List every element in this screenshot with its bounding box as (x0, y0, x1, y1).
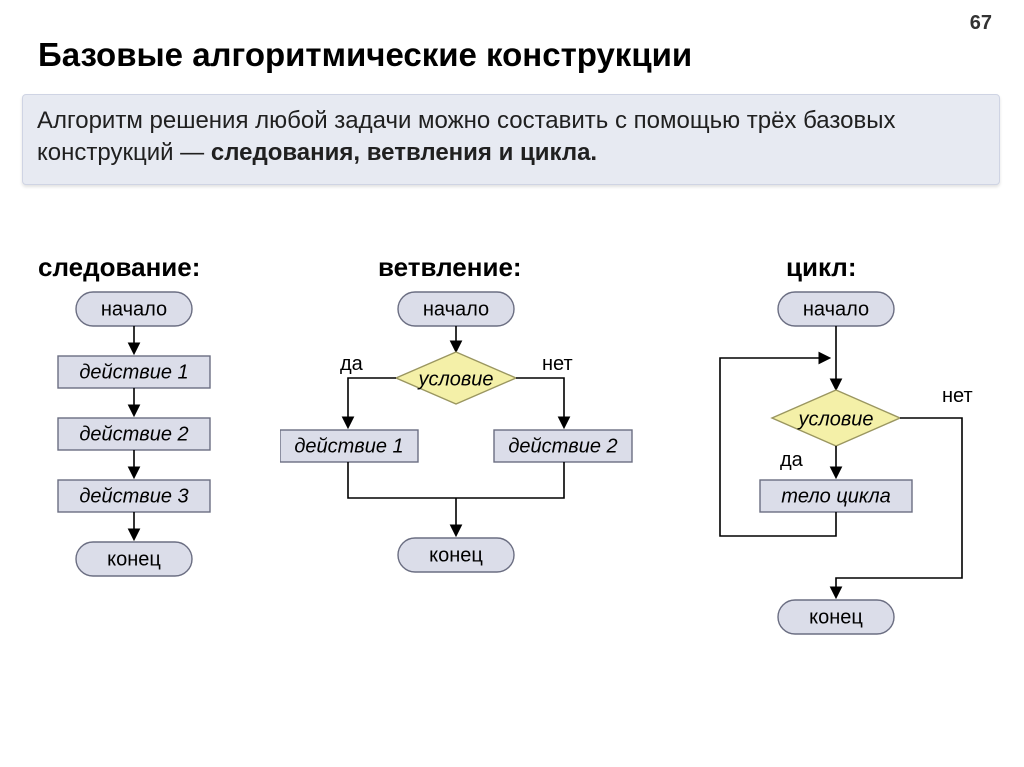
node-a1-label: действие 1 (294, 435, 403, 457)
edge-no-label: нет (542, 353, 573, 375)
node-end-label: конец (107, 548, 161, 570)
node-decision-label: условие (796, 408, 873, 430)
section-title-loop: цикл: (786, 252, 856, 283)
flowchart-loop: начало условие да тело цикла нет конец (700, 288, 1010, 648)
node-a1-label: действие 1 (79, 361, 188, 383)
node-end-label: конец (429, 544, 483, 566)
section-title-branch: ветвление: (378, 252, 522, 283)
edge-no-label: нет (942, 385, 973, 407)
node-start-label: начало (803, 298, 869, 320)
page-number: 67 (970, 12, 992, 35)
section-title-sequence: следование: (38, 252, 200, 283)
node-a2-label: действие 2 (79, 423, 188, 445)
info-emph: следования, ветвления и цикла. (211, 139, 597, 166)
page-title: Базовые алгоритмические конструкции (38, 36, 692, 74)
node-a3-label: действие 3 (79, 485, 188, 507)
flowchart-branch: начало условие да нет действие 1 действи… (280, 288, 660, 618)
node-start-label: начало (423, 298, 489, 320)
edge-yes-label: да (340, 353, 364, 375)
node-body-label: тело цикла (781, 485, 890, 507)
node-start-label: начало (101, 298, 167, 320)
info-box: Алгоритм решения любой задачи можно сост… (22, 94, 1000, 185)
node-decision-label: условие (416, 368, 493, 390)
edge-yes-label: да (780, 449, 804, 471)
node-end-label: конец (809, 606, 863, 628)
flowchart-sequence: начало действие 1 действие 2 действие 3 … (38, 288, 238, 678)
node-a2-label: действие 2 (508, 435, 617, 457)
